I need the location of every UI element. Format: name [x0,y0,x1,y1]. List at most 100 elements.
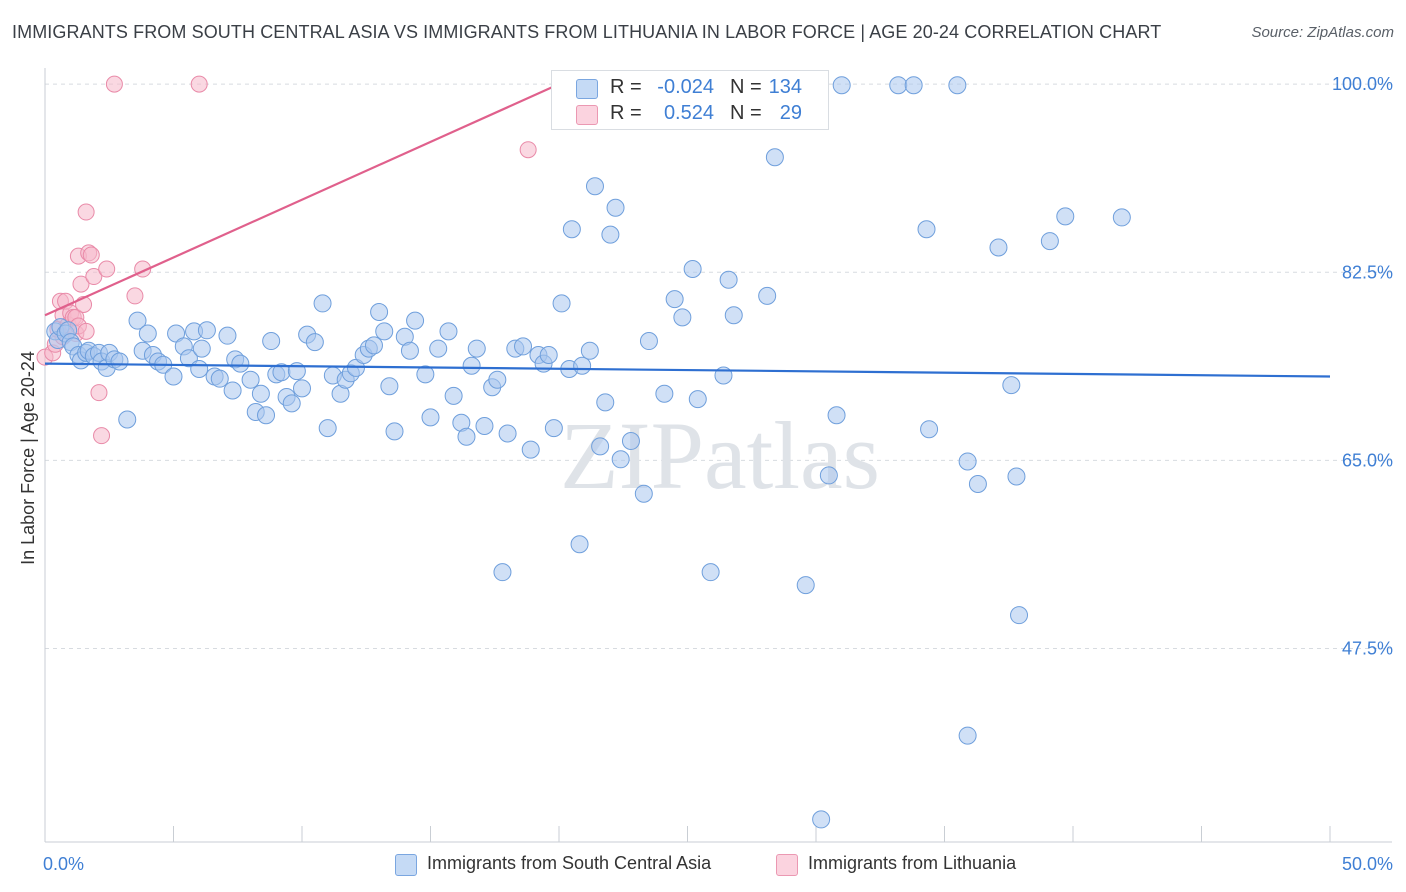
data-point-south-central-asia [758,286,777,305]
data-point-south-central-asia [380,377,399,396]
data-point-south-central-asia [457,427,476,446]
data-point-south-central-asia [231,354,250,373]
legend-r-label: R = [610,102,642,124]
data-point-lithuania [519,141,537,159]
legend-swatch-blue [576,79,598,99]
data-point-lithuania [105,75,123,93]
data-point-south-central-asia [683,260,702,279]
data-point-south-central-asia [765,148,784,167]
data-point-south-central-asia [580,341,599,360]
data-point-south-central-asia [444,386,463,405]
data-point-south-central-asia [904,76,923,95]
data-point-lithuania [77,203,95,221]
series-lithuania [36,75,537,445]
data-point-south-central-asia [262,332,281,351]
data-point-south-central-asia [958,726,977,745]
data-point-south-central-asia [958,452,977,471]
y-tick-label: 65.0% [1342,450,1393,470]
data-point-south-central-asia [429,339,448,358]
data-point-south-central-asia [241,370,260,389]
data-point-south-central-asia [467,339,486,358]
data-point-south-central-asia [606,198,625,217]
data-point-south-central-asia [917,220,936,239]
data-point-south-central-asia [989,238,1008,257]
data-point-south-central-asia [585,177,604,196]
data-point-south-central-asia [416,365,435,384]
data-point-south-central-asia [197,321,216,340]
data-point-south-central-asia [521,440,540,459]
data-point-south-central-asia [968,475,987,494]
data-point-south-central-asia [1112,208,1131,227]
data-point-south-central-asia [1002,376,1021,395]
data-point-south-central-asia [305,333,324,352]
data-point-south-central-asia [257,406,276,425]
data-point-south-central-asia [282,394,301,413]
trendline-south-central-asia [44,362,1331,378]
trendline-lithuania [44,83,560,317]
bottom-legend-swatch-pink [776,854,798,876]
data-point-south-central-asia [192,339,211,358]
legend-r-value: 0.524 [663,102,714,124]
data-point-south-central-asia [164,367,183,386]
data-point-south-central-asia [1010,606,1029,625]
source-label: Source: ZipAtlas.com [1251,24,1394,41]
data-point-south-central-asia [596,393,615,412]
data-point-lithuania [82,246,100,264]
data-point-south-central-asia [400,341,419,360]
data-point-south-central-asia [611,450,630,469]
data-point-lithuania [90,384,108,402]
bottom-legend-lithuania: Immigrants from Lithuania [776,852,1066,876]
data-point-south-central-asia [514,337,533,356]
data-point-south-central-asia [385,422,404,441]
data-point-south-central-asia [724,306,743,325]
data-point-south-central-asia [128,311,147,330]
data-point-south-central-asia [544,419,563,438]
data-point-lithuania [85,268,103,286]
data-point-south-central-asia [562,220,581,239]
y-tick-label: 100.0% [1332,74,1393,94]
data-point-south-central-asia [573,356,592,375]
correlation-legend: R = -0.024 N = 134 R = 0.524 N = 29 [551,70,829,130]
data-point-south-central-asia [655,384,674,403]
data-point-south-central-asia [812,810,831,829]
x-tick-label: 50.0% [1342,854,1393,874]
data-point-south-central-asia [665,290,684,309]
data-point-south-central-asia [796,576,815,595]
data-point-south-central-asia [621,432,640,451]
data-point-south-central-asia [493,563,512,582]
series-south-central-asia [46,76,1131,829]
data-point-south-central-asia [673,308,692,327]
y-tick-label: 47.5% [1342,639,1393,659]
data-point-south-central-asia [110,352,129,371]
data-point-south-central-asia [539,346,558,365]
bottom-legend-south-central-asia: Immigrants from South Central Asia [395,852,755,876]
data-point-south-central-asia [406,311,425,330]
legend-r-label: R = [610,76,642,98]
y-tick-label: 82.5% [1342,262,1393,282]
data-point-south-central-asia [421,408,440,427]
data-point-south-central-asia [1040,232,1059,251]
data-point-south-central-asia [1007,467,1026,486]
data-point-lithuania [190,75,208,93]
data-point-south-central-asia [375,322,394,341]
data-point-south-central-asia [719,270,738,289]
data-point-lithuania [77,322,95,340]
data-point-south-central-asia [138,324,157,343]
data-point-south-central-asia [498,424,517,443]
data-point-south-central-asia [819,466,838,485]
data-point-south-central-asia [601,225,620,244]
data-point-south-central-asia [832,76,851,95]
legend-row-lithuania: R = 0.524 N = 29 [552,101,828,127]
bottom-legend-swatch-blue [395,854,417,876]
data-point-south-central-asia [251,384,270,403]
data-point-south-central-asia [639,332,658,351]
data-point-south-central-asia [293,379,311,398]
data-point-south-central-asia [688,390,707,409]
trend-lines [44,83,1331,378]
data-point-south-central-asia [313,294,332,313]
legend-swatch-pink [576,105,598,125]
data-point-south-central-asia [827,406,846,425]
legend-r-value: -0.024 [657,76,714,98]
data-point-south-central-asia [570,535,589,554]
